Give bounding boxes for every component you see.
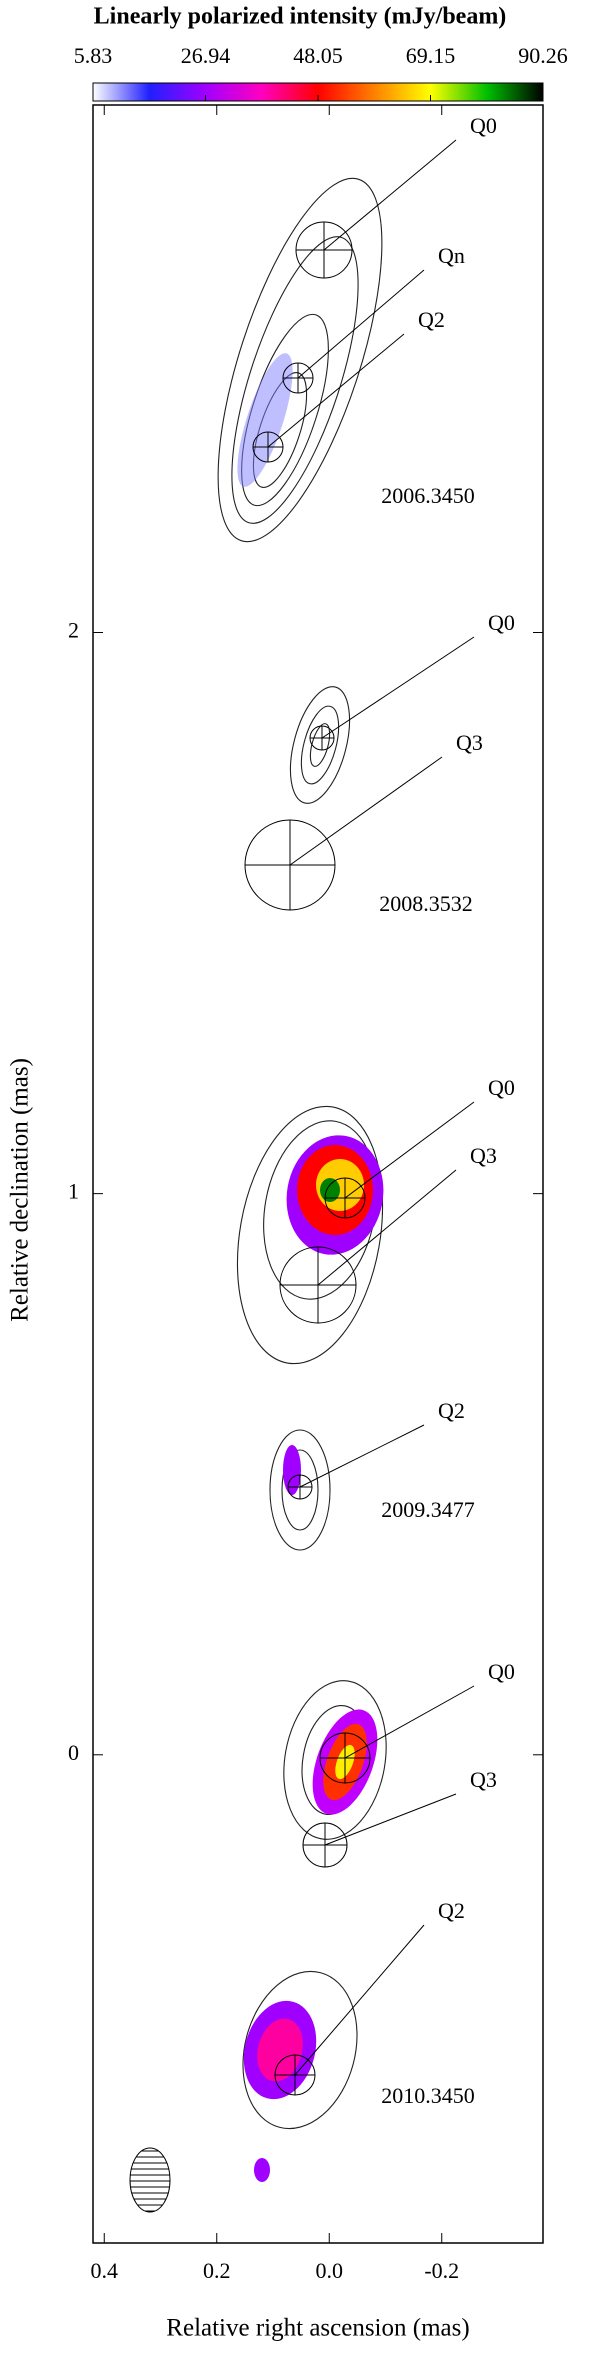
component-label: Q2	[438, 1398, 465, 1423]
component-label: Q0	[488, 1075, 515, 1100]
leader-line	[323, 139, 457, 251]
leader-line	[321, 636, 475, 739]
epoch-label: 2010.3450	[381, 2083, 475, 2108]
leader-line	[344, 1685, 475, 1759]
component-label: Q3	[470, 1143, 497, 1168]
leader-line	[317, 1169, 457, 1286]
leader-line	[289, 756, 443, 866]
y-axis-label: Relative declination (mas)	[7, 1058, 34, 1322]
epoch-label: 2008.3532	[379, 891, 473, 916]
colorbar-tick-label: 26.94	[181, 43, 231, 68]
component-label: Qn	[438, 243, 465, 268]
component-label: Q0	[488, 1659, 515, 1684]
colorbar-tick-label: 48.05	[293, 43, 343, 68]
beam	[129, 2147, 171, 2213]
component-label: Q3	[456, 730, 483, 755]
colorbar-title: Linearly polarized intensity (mJy/beam)	[94, 4, 507, 30]
y-tick-label: 2	[68, 618, 79, 643]
y-tick-label: 1	[68, 1179, 79, 1204]
leader-line	[299, 1424, 425, 1488]
colorbar-tick-label: 90.26	[518, 43, 568, 68]
epoch-label: 2009.3477	[381, 1497, 475, 1522]
component-label: Q3	[470, 1767, 497, 1792]
component-label: Q2	[418, 307, 445, 332]
leader-line	[297, 269, 425, 379]
plot-frame	[92, 104, 544, 2244]
component-label: Q2	[438, 1898, 465, 1923]
leader-line	[267, 333, 405, 448]
component-label: Q0	[488, 610, 515, 635]
colorbar-tick-label: 5.83	[74, 43, 113, 68]
y-tick-label: 0	[68, 1740, 79, 1765]
x-tick-label: 0.2	[203, 2258, 231, 2283]
x-tick-label: -0.2	[424, 2258, 459, 2283]
component-label: Q0	[470, 113, 497, 138]
contours	[129, 177, 387, 2213]
x-tick-label: 0.0	[316, 2258, 344, 2283]
colorbar-tick-label: 69.15	[406, 43, 456, 68]
leader-line	[324, 1793, 457, 1846]
leader-line	[344, 1101, 475, 1199]
x-tick-label: 0.4	[91, 2258, 119, 2283]
leader-line	[294, 1924, 425, 2076]
x-axis-label: Relative right ascension (mas)	[166, 2315, 469, 2342]
epoch-label: 2006.3450	[381, 483, 475, 508]
